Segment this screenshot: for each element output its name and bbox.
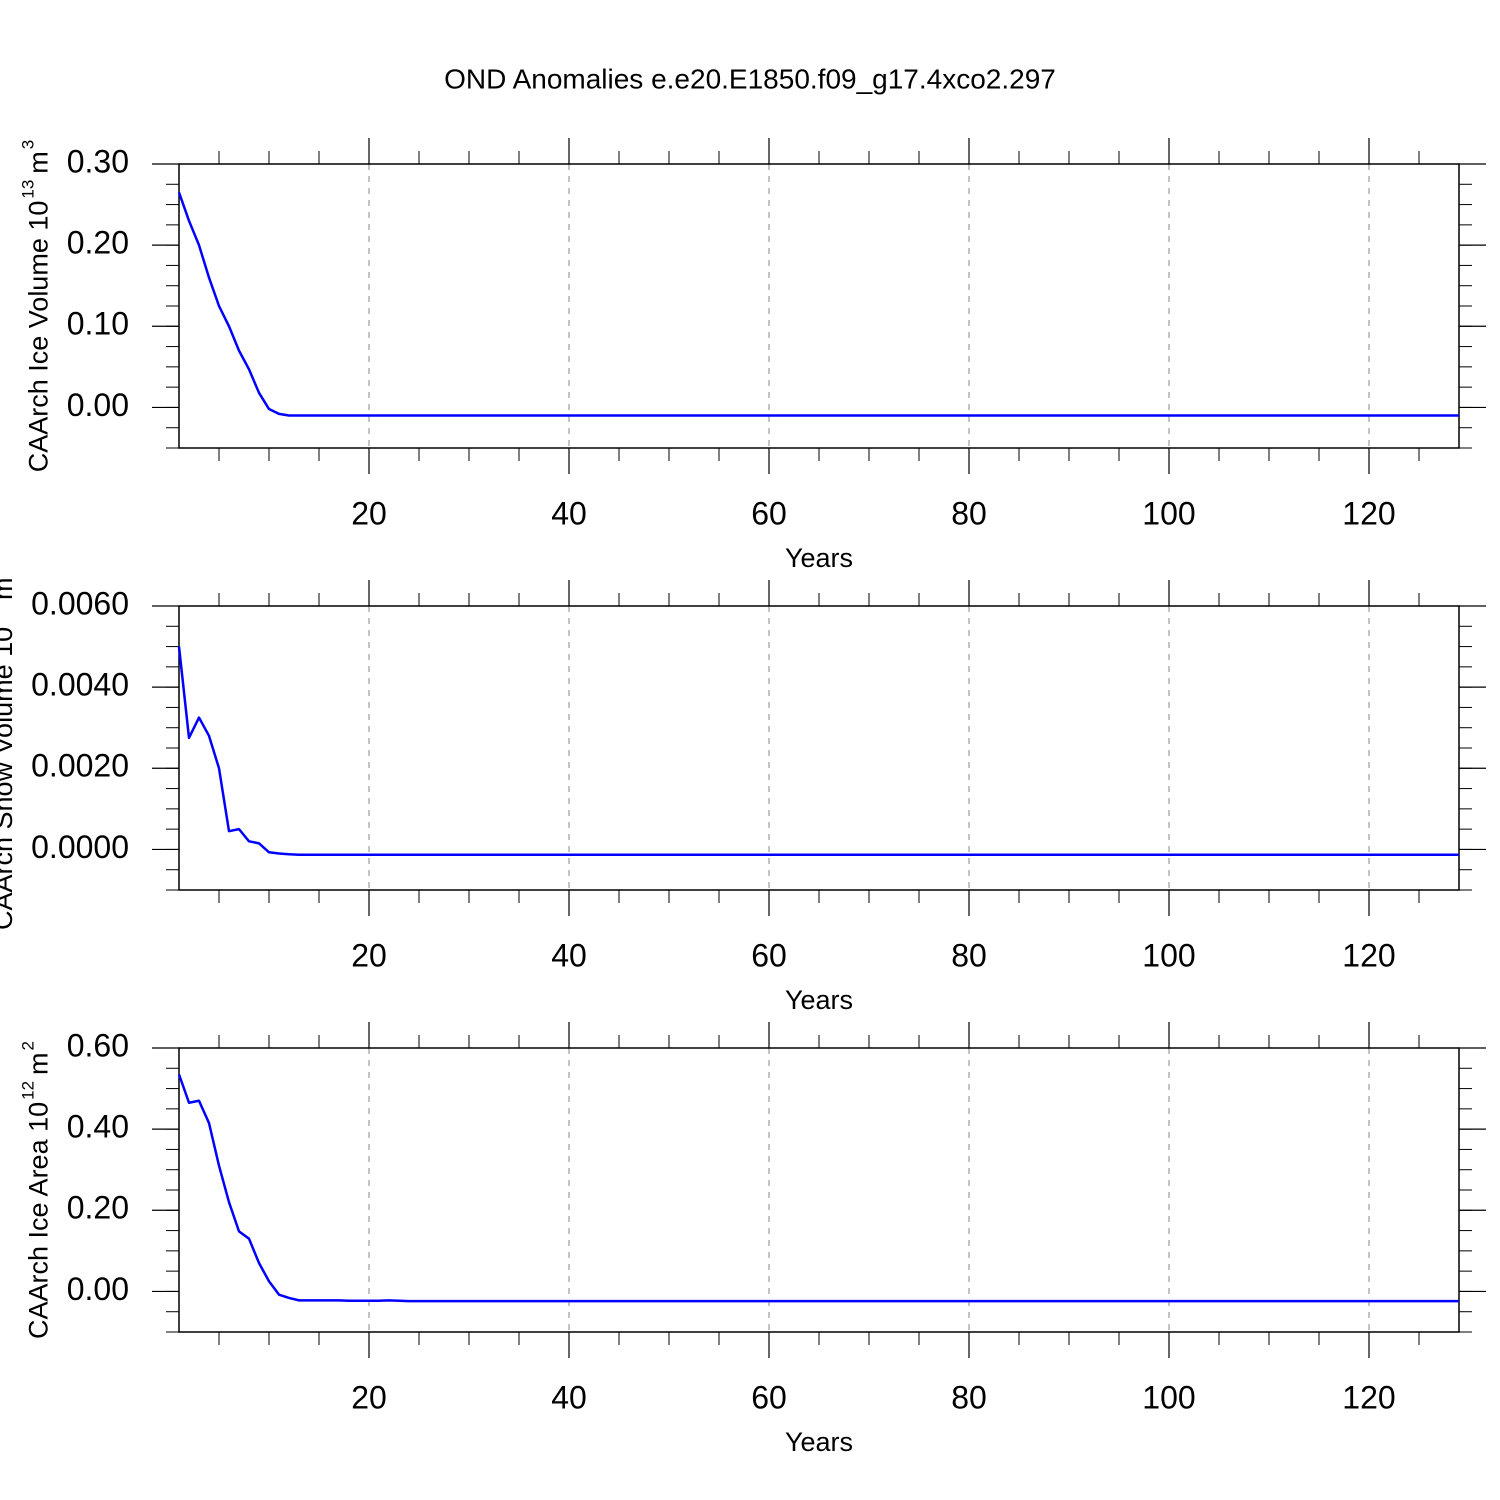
y-tick-label: 0.20 xyxy=(67,225,129,261)
x-tick-label: 100 xyxy=(1142,495,1195,531)
plot-frame xyxy=(178,163,1460,449)
x-tick-label: 100 xyxy=(1142,937,1195,973)
y-tick-label: 0.40 xyxy=(67,1109,129,1145)
x-tick-label: 60 xyxy=(751,1379,787,1415)
plot-frame xyxy=(178,605,1460,891)
y-axis-label-part: m xyxy=(24,1052,54,1075)
plot-frame xyxy=(178,1047,1460,1333)
data-line xyxy=(177,1073,1459,1303)
y-tick-label: 0.00 xyxy=(67,1271,129,1307)
y-tick-label: 0.10 xyxy=(67,306,129,342)
x-tick-label: 80 xyxy=(951,495,987,531)
x-axis-label: Years xyxy=(785,543,853,573)
data-line xyxy=(177,646,1459,856)
x-axis-label: Years xyxy=(785,985,853,1015)
x-tick-label: 20 xyxy=(351,937,387,973)
x-tick-label: 20 xyxy=(351,495,387,531)
y-axis-label-superscript: 13 xyxy=(19,180,38,199)
x-tick-label: 120 xyxy=(1342,1379,1395,1415)
x-tick-label: 60 xyxy=(751,495,787,531)
y-tick-label: 0.0020 xyxy=(31,748,129,784)
y-tick-label: 0.0040 xyxy=(31,667,129,703)
x-tick-label: 40 xyxy=(551,495,587,531)
x-tick-label: 40 xyxy=(551,1379,587,1415)
x-tick-label: 100 xyxy=(1142,1379,1195,1415)
x-tick-label: 120 xyxy=(1342,937,1395,973)
y-axis-label-superscript: 13 xyxy=(0,606,3,625)
y-axis-label: CAArch Ice Area 10 12 m 2 xyxy=(19,1041,54,1339)
y-tick-label: 0.00 xyxy=(67,387,129,423)
y-axis-label-part: m xyxy=(24,151,54,174)
x-tick-label: 80 xyxy=(951,937,987,973)
x-tick-label: 40 xyxy=(551,937,587,973)
figure-title: OND Anomalies e.e20.E1850.f09_g17.4xco2.… xyxy=(444,63,1056,94)
x-axis-label: Years xyxy=(785,1427,853,1457)
y-tick-label: 0.0060 xyxy=(31,585,129,621)
x-tick-label: 80 xyxy=(951,1379,987,1415)
y-axis-label: CAArch Ice Volume 10 13 m 3 xyxy=(19,140,54,473)
y-axis-label-part: CAArch Ice Volume 10 xyxy=(24,201,54,473)
x-tick-label: 120 xyxy=(1342,495,1395,531)
y-axis-label-superscript: 3 xyxy=(0,566,3,575)
y-axis-label-superscript: 12 xyxy=(19,1081,38,1100)
x-tick-label: 60 xyxy=(751,937,787,973)
y-tick-label: 0.0000 xyxy=(31,829,129,865)
y-axis-label-part: CAArch Ice Area 10 xyxy=(24,1102,54,1339)
y-tick-label: 0.60 xyxy=(67,1027,129,1063)
y-tick-label: 0.20 xyxy=(67,1190,129,1226)
y-axis-label-superscript: 2 xyxy=(19,1041,38,1050)
y-axis-label-superscript: 3 xyxy=(19,140,38,149)
y-axis-label-part: m xyxy=(0,577,18,600)
y-tick-label: 0.30 xyxy=(67,143,129,179)
x-tick-label: 20 xyxy=(351,1379,387,1415)
y-axis-label-part: CAArch Snow Volume 10 xyxy=(0,627,18,930)
data-line xyxy=(177,191,1459,417)
y-axis-label: CAArch Snow Volume 10 13 m 3 xyxy=(0,566,18,930)
